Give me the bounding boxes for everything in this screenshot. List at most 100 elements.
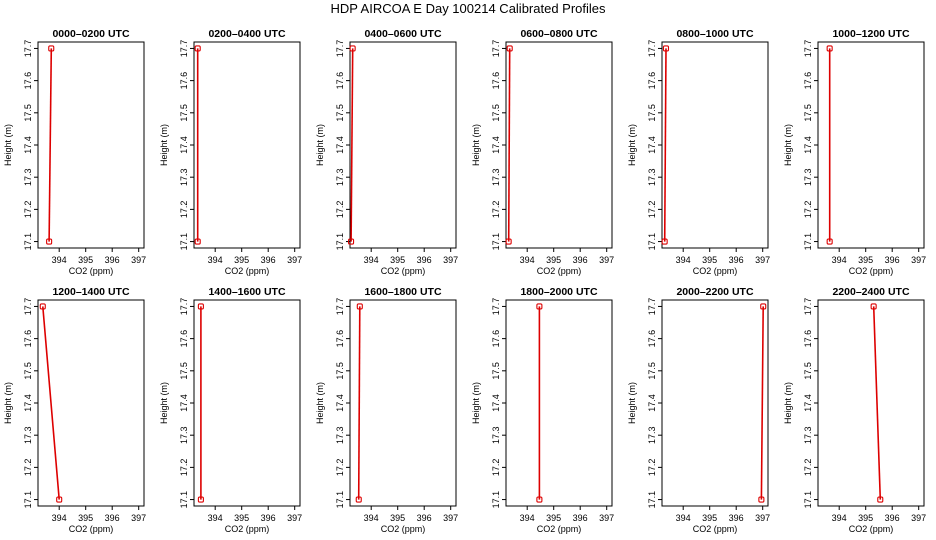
- y-tick-label: 17.1: [647, 233, 657, 251]
- profile-panel: 2200–2400 UTC 394 395 396 397 17.1 17.2 17.3 17.…: [783, 286, 926, 534]
- x-tick-label: 394: [364, 255, 379, 265]
- x-tick-label: 395: [546, 513, 561, 523]
- plot-frame: [349, 299, 457, 507]
- x-axis-label: CO2 (ppm): [69, 524, 114, 534]
- y-tick-label: 17.1: [803, 491, 813, 509]
- y-tick-label: 17.1: [23, 233, 33, 251]
- y-tick-label: 17.2: [179, 459, 189, 477]
- x-axis-label: CO2 (ppm): [849, 524, 894, 534]
- profile-line: [42, 306, 60, 500]
- y-tick-label: 17.2: [647, 201, 657, 219]
- plot-frame: [37, 41, 145, 249]
- y-axis-label: Height (m): [159, 382, 169, 424]
- x-tick-label: 394: [676, 255, 691, 265]
- y-tick-label: 17.7: [647, 298, 657, 316]
- y-axis-label: Height (m): [783, 382, 793, 424]
- y-tick-label: 17.4: [335, 136, 345, 154]
- profile-point: [826, 238, 833, 245]
- profile-panel: 1400–1600 UTC 394 395 396 397 17.1 17.2 17.3 17.…: [159, 286, 302, 534]
- y-tick-label: 17.6: [803, 330, 813, 348]
- y-tick-label: 17.3: [23, 168, 33, 186]
- y-tick-label: 17.1: [335, 233, 345, 251]
- x-tick-label: 397: [443, 513, 458, 523]
- x-tick-label: 397: [287, 255, 302, 265]
- x-tick-label: 395: [858, 255, 873, 265]
- x-tick-label: 395: [546, 255, 561, 265]
- x-tick-label: 397: [599, 513, 614, 523]
- profile-point: [877, 496, 884, 503]
- x-tick-label: 397: [443, 255, 458, 265]
- panel-title: 2000–2200 UTC: [676, 286, 753, 298]
- x-tick-label: 397: [911, 513, 926, 523]
- y-tick-label: 17.2: [803, 459, 813, 477]
- x-tick-label: 395: [858, 513, 873, 523]
- figure-title: HDP AIRCOA E Day 100214 Calibrated Profi…: [330, 1, 606, 16]
- x-tick-label: 396: [885, 255, 900, 265]
- x-tick-label: 397: [131, 513, 146, 523]
- profile-point: [48, 45, 55, 52]
- y-axis-label: Height (m): [315, 124, 325, 166]
- y-tick-label: 17.3: [179, 426, 189, 444]
- y-tick-label: 17.2: [23, 459, 33, 477]
- y-tick-label: 17.3: [647, 426, 657, 444]
- y-tick-label: 17.1: [647, 491, 657, 509]
- profile-point: [194, 45, 201, 52]
- panel-grid: 0000–0200 UTC 394 395 396 397 17.1 17.2 17.3 17.…: [3, 28, 926, 534]
- profile-panel: 0600–0800 UTC 394 395 396 397 17.1 17.2 17.3 17.…: [471, 28, 614, 276]
- x-axis-label: CO2 (ppm): [693, 266, 738, 276]
- y-tick-label: 17.7: [803, 298, 813, 316]
- plot-frame: [505, 299, 613, 507]
- x-tick-label: 394: [208, 513, 223, 523]
- x-tick-label: 396: [105, 513, 120, 523]
- panel-title: 1600–1800 UTC: [364, 286, 441, 298]
- y-tick-label: 17.3: [335, 426, 345, 444]
- plot-frame: [661, 299, 769, 507]
- x-tick-label: 396: [417, 255, 432, 265]
- profile-point: [356, 303, 363, 310]
- y-tick-label: 17.5: [803, 362, 813, 380]
- y-axis-label: Height (m): [159, 124, 169, 166]
- panel-title: 1400–1600 UTC: [208, 286, 285, 298]
- x-tick-label: 394: [364, 513, 379, 523]
- profile-point: [349, 45, 356, 52]
- y-tick-label: 17.1: [179, 491, 189, 509]
- x-tick-label: 397: [287, 513, 302, 523]
- profile-point: [56, 496, 63, 503]
- x-tick-label: 397: [911, 255, 926, 265]
- x-tick-label: 396: [261, 255, 276, 265]
- profile-point: [826, 45, 833, 52]
- x-tick-label: 395: [78, 255, 93, 265]
- x-tick-label: 394: [520, 513, 535, 523]
- y-axis-label: Height (m): [783, 124, 793, 166]
- y-tick-label: 17.5: [335, 362, 345, 380]
- y-tick-label: 17.1: [335, 491, 345, 509]
- profile-point: [506, 45, 513, 52]
- profile-point: [355, 496, 362, 503]
- y-tick-label: 17.5: [23, 104, 33, 122]
- y-tick-label: 17.2: [647, 459, 657, 477]
- profile-point: [760, 303, 767, 310]
- y-tick-label: 17.6: [491, 72, 501, 90]
- y-tick-label: 17.5: [803, 104, 813, 122]
- y-tick-label: 17.7: [23, 298, 33, 316]
- profile-panel: 1800–2000 UTC 394 395 396 397 17.1 17.2 17.3 17.…: [471, 286, 614, 534]
- x-tick-label: 397: [599, 255, 614, 265]
- y-tick-label: 17.2: [803, 201, 813, 219]
- profile-line: [48, 48, 53, 242]
- x-tick-label: 394: [832, 513, 847, 523]
- y-tick-label: 17.4: [491, 136, 501, 154]
- y-tick-label: 17.3: [23, 426, 33, 444]
- y-tick-label: 17.1: [23, 491, 33, 509]
- x-tick-label: 397: [755, 255, 770, 265]
- y-tick-label: 17.2: [491, 201, 501, 219]
- plot-frame: [37, 299, 145, 507]
- y-tick-label: 17.2: [491, 459, 501, 477]
- profile-line: [350, 48, 354, 242]
- x-axis-label: CO2 (ppm): [69, 266, 114, 276]
- y-tick-label: 17.3: [335, 168, 345, 186]
- plot-frame: [505, 41, 613, 249]
- panel-title: 0800–1000 UTC: [676, 28, 753, 40]
- x-tick-label: 395: [234, 255, 249, 265]
- panel-title: 0200–0400 UTC: [208, 28, 285, 40]
- y-tick-label: 17.4: [179, 394, 189, 412]
